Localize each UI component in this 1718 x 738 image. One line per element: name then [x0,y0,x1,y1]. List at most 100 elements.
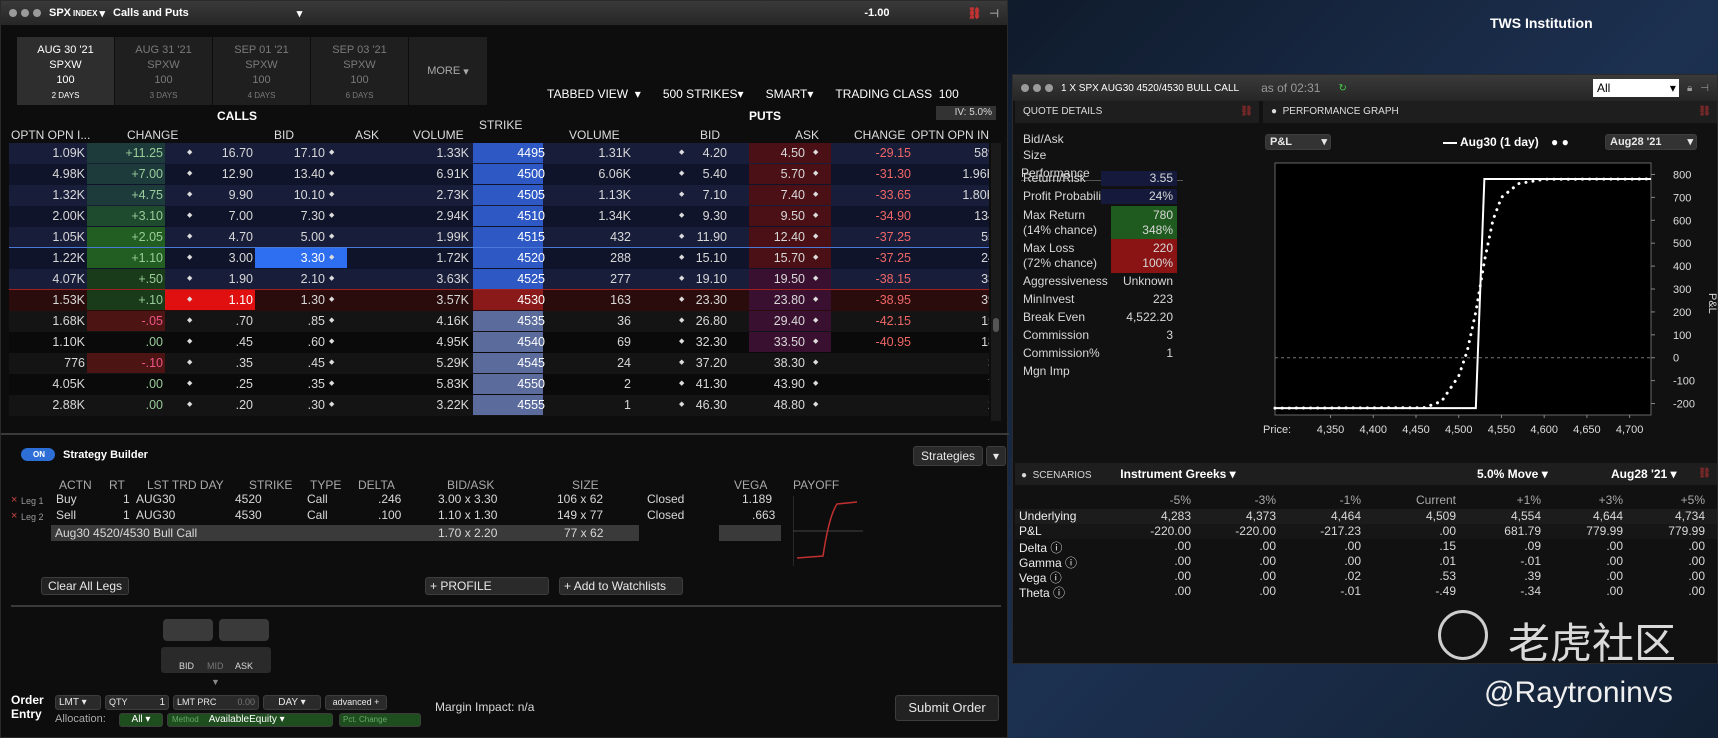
cell-c-bid[interactable]: .20 [235,398,253,412]
col-put-oi[interactable]: OPTN OPN IN [911,128,990,142]
cell-p-vol[interactable]: 163 [610,293,631,307]
cell-p-ask[interactable]: 12.40 [773,230,805,244]
cell-p-bid[interactable]: 32.30 [695,335,727,349]
cell-c-ask[interactable]: 2.10 [300,272,325,286]
cell-p-chg[interactable]: -31.30 [875,167,911,181]
cell-p-vol[interactable]: 6.06K [598,167,631,181]
cell-c-ask[interactable]: 3.30 [300,251,325,265]
bid-ask-slider[interactable]: BID MID ASK [161,617,271,677]
leg-strike[interactable]: 4530 [235,508,262,522]
cell-strike[interactable]: 4505 [517,188,545,202]
pct-change-field[interactable]: Pct. Change [339,713,421,727]
cell-c-bid[interactable]: .25 [235,377,253,391]
cell-c-chg[interactable]: -.05 [141,314,163,328]
cell-p-bid[interactable]: 4.20 [702,146,727,160]
cell-p-vol[interactable]: 288 [610,251,631,265]
leg-action[interactable]: Buy [56,492,77,506]
strategies-button[interactable]: Strategies [913,446,983,466]
leg-day[interactable]: AUG30 [136,508,176,522]
link-icon[interactable]: ⛓ [1240,106,1253,117]
route-select[interactable]: SMART▾ [765,87,814,101]
cell-p-oi[interactable]: 7 [913,374,989,394]
link-icon[interactable]: ⛓ [967,7,982,20]
chain-row[interactable]: 1.10K .00 ◆ .45 ◆ .60 4.95K 4540 69 ◆ 32.30 ◆ 33.50 -… [9,332,989,353]
scenario-col-header[interactable]: -5% [1169,493,1191,507]
cell-c-vol[interactable]: 3.63K [436,272,469,286]
cell-p-bid[interactable]: 41.30 [695,377,727,391]
cell-strike[interactable]: 4545 [517,356,545,370]
leg-type[interactable]: Call [307,492,328,506]
add-to-watchlists-button[interactable]: + Add to Watchlists [559,577,683,595]
cell-strike[interactable]: 4510 [517,209,545,223]
leg-ratio[interactable]: 1 [123,492,130,506]
cell-p-ask[interactable]: 23.80 [773,293,805,307]
cell-c-chg[interactable]: +3.10 [131,209,163,223]
chain-row[interactable]: 4.07K +.50 ◆ 1.90 ◆ 2.10 3.63K 4525 277 ◆ 19.10 ◆ 19… [9,269,989,290]
submit-order-button[interactable]: Submit Order [895,695,999,721]
cell-p-vol[interactable]: 1 [624,398,631,412]
cell-c-bid[interactable]: 4.70 [228,230,253,244]
cell-c-chg[interactable]: .00 [145,335,163,349]
pin-icon[interactable]: ⊣ [989,7,999,20]
scenario-col-header[interactable]: +5% [1680,493,1705,507]
cell-c-oi[interactable]: 1.32K [52,188,85,202]
cell-c-bid[interactable]: 12.90 [221,167,253,181]
cell-c-ask[interactable]: .60 [307,335,325,349]
cell-c-ask[interactable]: 17.10 [293,146,325,160]
cell-p-chg[interactable]: -33.65 [875,188,911,202]
symbol-label[interactable]: SPX [49,7,72,19]
cell-c-ask[interactable]: .45 [307,356,325,370]
scenario-col-header[interactable]: +3% [1598,493,1623,507]
cell-c-bid[interactable]: 9.90 [228,188,253,202]
cell-p-chg[interactable]: -40.95 [875,335,911,349]
cell-c-oi[interactable]: 1.09K [52,146,85,160]
cell-p-bid[interactable]: 26.80 [695,314,727,328]
cell-p-ask[interactable]: 7.40 [780,188,805,202]
cell-p-chg[interactable]: -37.25 [875,251,911,265]
strikes-select[interactable]: 500 STRIKES▾ [662,87,744,101]
cell-c-vol[interactable]: 1.72K [436,251,469,265]
cell-c-oi[interactable]: 1.53K [52,293,85,307]
cell-c-vol[interactable]: 3.57K [436,293,469,307]
col-put-bid[interactable]: BID [700,128,721,142]
remove-leg-icon[interactable]: × [11,510,18,522]
filter-select[interactable]: All ▾ [1592,79,1679,97]
cell-p-chg[interactable]: -37.25 [875,230,911,244]
tab-sep03[interactable]: SEP 03 '21 SPXW 100 6 DAYS [311,37,409,105]
cell-c-ask[interactable]: 13.40 [293,167,325,181]
col-put-volume[interactable]: VOLUME [569,128,620,142]
strategy-toggle[interactable]: ON [21,448,55,461]
cell-p-oi[interactable]: 33 [981,272,989,286]
method-select[interactable]: Method AvailableEquity ▾ [167,713,333,727]
chevron-down-icon[interactable]: ▾ [99,7,105,20]
scenario-col-header[interactable]: -1% [1339,493,1361,507]
remove-leg-icon[interactable]: × [11,494,18,506]
cell-p-bid[interactable]: 46.30 [695,398,727,412]
cell-p-ask[interactable]: 5.70 [780,167,805,181]
cell-c-vol[interactable]: 5.29K [436,356,469,370]
cell-c-bid[interactable]: 1.10 [228,293,253,307]
cell-c-oi[interactable]: 776 [64,356,85,370]
cell-p-oi[interactable]: 2 [913,395,989,415]
cell-c-bid[interactable]: .35 [235,356,253,370]
cell-strike[interactable]: 4520 [517,251,545,265]
cell-c-vol[interactable]: 3.22K [436,398,469,412]
cell-c-bid[interactable]: .70 [235,314,253,328]
clear-all-legs-button[interactable]: Clear All Legs [41,577,129,595]
cell-p-oi[interactable]: 24 [981,251,989,265]
scenario-col-header[interactable]: Current [1415,493,1456,507]
chain-row[interactable]: 1.68K -.05 ◆ .70 ◆ .85 4.16K 4535 36 ◆ 26.80 ◆ 29.40… [9,311,989,332]
cell-p-ask[interactable]: 19.50 [773,272,805,286]
cell-p-ask[interactable]: 43.90 [773,377,805,391]
cell-strike[interactable]: 4540 [517,335,545,349]
cell-p-bid[interactable]: 15.10 [695,251,727,265]
cell-p-ask[interactable]: 9.50 [780,209,805,223]
cell-p-vol[interactable]: 277 [610,272,631,286]
metric-select[interactable]: P&L ▾ [1265,134,1331,150]
cell-c-oi[interactable]: 1.68K [52,314,85,328]
leg-day[interactable]: AUG30 [136,492,176,506]
col-call-change[interactable]: CHANGE [127,128,179,142]
cell-p-oi[interactable]: 134 [974,209,989,223]
chain-row[interactable]: 776 -.10 ◆ .35 ◆ .45 5.29K 4545 24 ◆ 37.20 ◆ 38.30 3 [9,353,989,374]
cell-p-oi[interactable]: 18 [981,335,989,349]
